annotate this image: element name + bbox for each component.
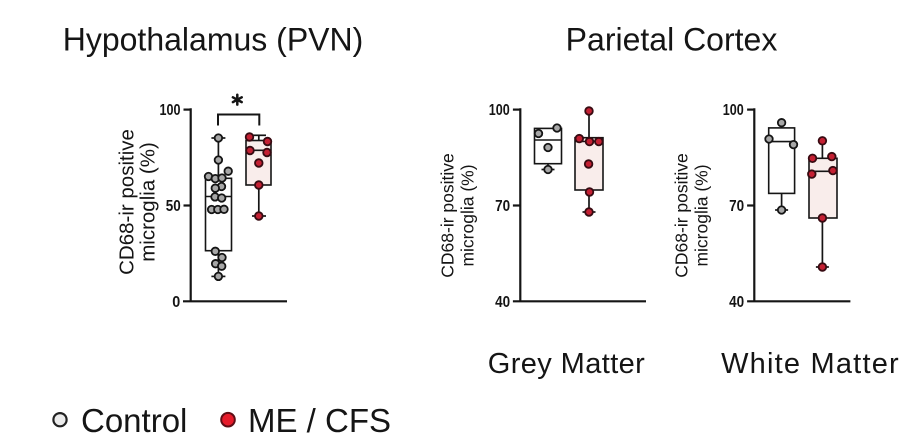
- svg-text:0: 0: [172, 294, 180, 311]
- svg-text:100: 100: [489, 102, 510, 119]
- svg-text:70: 70: [729, 198, 744, 215]
- svg-text:Parietal Cortex: Parietal Cortex: [566, 22, 778, 58]
- svg-text:Grey Matter: Grey Matter: [488, 348, 646, 380]
- svg-text:Control: Control: [81, 402, 187, 439]
- svg-text:100: 100: [723, 102, 744, 119]
- svg-text:CD68-ir positive: CD68-ir positive: [672, 153, 692, 277]
- svg-text:40: 40: [729, 294, 744, 311]
- svg-text:ME / CFS: ME / CFS: [248, 402, 391, 439]
- svg-text:White Matter: White Matter: [721, 348, 900, 380]
- svg-text:100: 100: [160, 102, 181, 119]
- svg-text:50: 50: [166, 198, 181, 215]
- svg-text:microglia (%): microglia (%): [458, 164, 478, 266]
- svg-text:microglia (%): microglia (%): [692, 164, 712, 266]
- svg-text:microglia (%): microglia (%): [136, 142, 159, 262]
- svg-text:CD68-ir positive: CD68-ir positive: [438, 153, 458, 277]
- svg-text:Hypothalamus (PVN): Hypothalamus (PVN): [63, 22, 364, 58]
- svg-text:40: 40: [495, 294, 510, 311]
- svg-text:CD68-ir positive: CD68-ir positive: [116, 129, 139, 275]
- svg-text:70: 70: [495, 198, 510, 215]
